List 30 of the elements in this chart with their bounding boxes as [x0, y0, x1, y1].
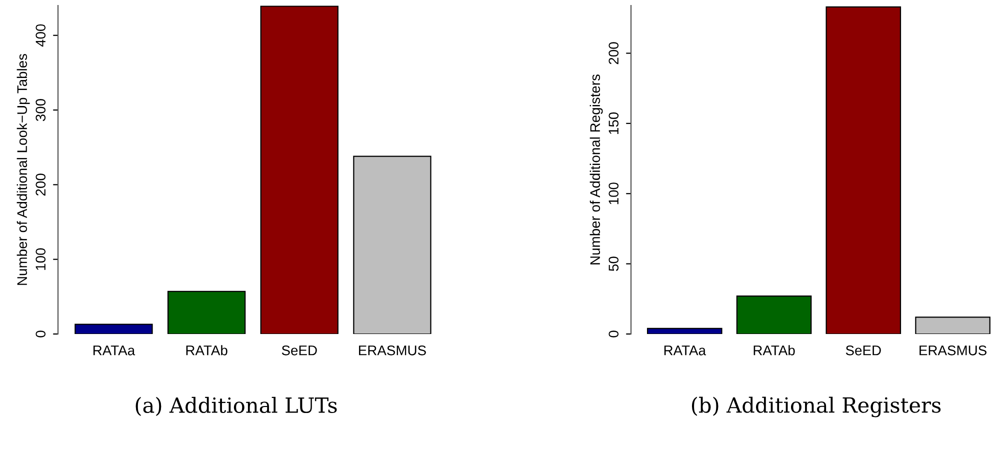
x-tick-label: RATAa	[664, 346, 706, 356]
bar	[646, 328, 722, 334]
bar	[167, 290, 246, 334]
y-tick-label: 0	[36, 330, 46, 338]
x-tick-label: SeED	[846, 345, 881, 356]
y-axis-title: Number of Additional Look−Up Tables	[16, 54, 30, 285]
y-tick-label: 100	[608, 182, 619, 204]
bar	[353, 156, 432, 334]
y-tick-label: 300	[36, 98, 46, 122]
bar	[260, 6, 338, 334]
text: (a) Additional LUTs	[136, 396, 337, 416]
x-tick-label: SeED	[282, 345, 317, 356]
y-tick-label: 50	[608, 256, 619, 271]
x-tick-label: ERASMUS	[359, 345, 426, 356]
y-tick-label: 200	[608, 42, 619, 64]
y-axis-title: Number of Additional Registers	[590, 74, 603, 264]
bar	[915, 316, 990, 334]
x-tick-label: RATAa	[93, 346, 136, 356]
bar	[74, 324, 153, 334]
bar	[736, 296, 812, 334]
x-tick-label: RATAb	[754, 345, 795, 356]
y-tick-label: 200	[36, 174, 46, 196]
y-tick-label: 100	[36, 248, 46, 270]
x-tick-label: ERASMUS	[920, 345, 986, 356]
x-tick-label: RATAb	[186, 345, 228, 356]
bar	[826, 6, 902, 334]
text: (b) Additional Registers	[692, 396, 941, 418]
y-tick-label: 150	[608, 112, 619, 134]
y-tick-label: 400	[36, 24, 46, 47]
y-tick-label: 0	[608, 330, 619, 338]
